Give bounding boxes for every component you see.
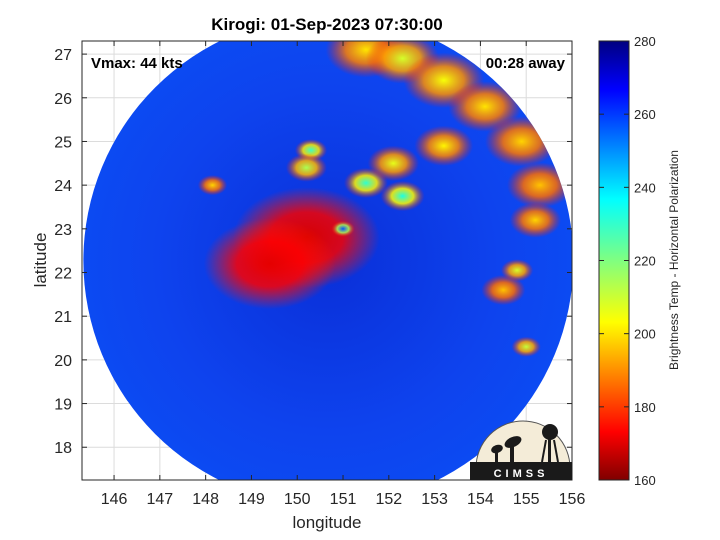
y-tick-label: 19 (54, 397, 72, 414)
vmax-annotation: Vmax: 44 kts (91, 55, 183, 72)
colorbar-tick-label: 240 (634, 180, 656, 195)
y-tick-label: 22 (54, 266, 72, 283)
swath (83, 41, 572, 480)
x-tick-label: 156 (559, 491, 586, 508)
y-tick-label: 24 (54, 178, 72, 195)
chart-title: Kirogi: 01-Sep-2023 07:30:00 (211, 15, 443, 34)
svg-text:CIMSS: CIMSS (494, 468, 549, 480)
convective-cell (197, 175, 228, 196)
y-tick-label: 18 (54, 440, 72, 457)
y-tick-label: 21 (54, 309, 72, 326)
x-tick-label: 147 (146, 491, 173, 508)
y-axis-title: latitude (31, 233, 50, 288)
plot-frame (81, 40, 573, 481)
convective-cell (367, 145, 420, 181)
colorbar-tick-label: 200 (634, 327, 656, 342)
colorbar-tick-label: 260 (634, 107, 656, 122)
x-tick-label: 148 (192, 491, 219, 508)
convective-cell (481, 274, 526, 306)
cloud-band-cell (448, 81, 522, 132)
convective-cell (380, 180, 425, 212)
y-tick-label: 25 (54, 134, 72, 151)
colorbar-tick-label: 160 (634, 473, 656, 488)
x-tick-label: 146 (101, 491, 128, 508)
x-tick-label: 150 (284, 491, 311, 508)
y-axis: 18 19 20 21 22 23 24 25 26 27 (54, 47, 572, 457)
x-axis-title: longitude (292, 513, 361, 532)
colorbar-tick-label: 180 (634, 400, 656, 415)
convective-cell (511, 336, 541, 357)
convective-cell (285, 153, 327, 182)
x-tick-label: 149 (238, 491, 265, 508)
x-tick-label: 151 (330, 491, 357, 508)
x-tick-label: 154 (467, 491, 494, 508)
y-tick-label: 27 (54, 47, 72, 64)
convective-cell (331, 220, 355, 237)
cold-region (203, 218, 336, 310)
convective-cell (509, 202, 562, 238)
x-tick-label: 155 (513, 491, 540, 508)
cloud-band-cell (506, 162, 572, 208)
colorbar-title: Brightness Temp - Horizontal Polarizatio… (667, 150, 681, 370)
y-tick-label: 20 (54, 353, 72, 370)
y-tick-label: 23 (54, 222, 72, 239)
colorbar-tick-label: 280 (634, 34, 656, 49)
x-tick-label: 152 (375, 491, 402, 508)
y-tick-label: 26 (54, 91, 72, 108)
colorbar: 160 180 200 220 240 260 280 Brightness Temp - … (598, 34, 681, 488)
convective-cell (414, 125, 474, 166)
colorbar-tick-label: 220 (634, 254, 656, 269)
cimss-logo: CIMSS (470, 420, 572, 480)
time-away-annotation: 00:28 away (486, 55, 566, 72)
x-axis: 146 147 148 149 150 151 152 153 154 155 156 (101, 41, 586, 508)
x-tick-label: 153 (421, 491, 448, 508)
